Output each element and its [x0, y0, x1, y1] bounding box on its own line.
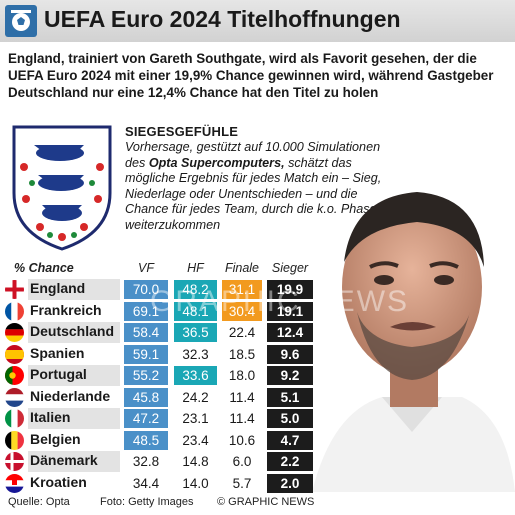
column-header-vf: VF [138, 261, 154, 275]
cell-finale: 6.0 [232, 454, 252, 469]
cell-finale: 5.7 [232, 475, 252, 491]
cell-hf: 36.5 [174, 323, 217, 342]
cell-sieger: 9.2 [267, 366, 313, 385]
country-name: Italien [30, 409, 71, 425]
coach-photo [312, 182, 515, 497]
cell-vf: 55.2 [124, 366, 168, 385]
photo-credit: Foto: Getty Images [100, 496, 194, 508]
cell-sieger: 5.1 [267, 387, 313, 407]
cell-hf: 23.4 [182, 432, 209, 448]
table-row: Niederlande 45.8 24.2 11.4 5.1 [0, 387, 515, 408]
belgium-flag-icon [5, 430, 24, 450]
cell-hf: 14.0 [182, 475, 209, 491]
cell-vf: 58.4 [124, 323, 168, 342]
row-shading [28, 365, 120, 386]
cell-finale: 11.4 [229, 411, 255, 426]
table-row: Kroatien 34.4 14.0 5.7 2.0 [0, 473, 515, 494]
country-name: Dänemark [30, 452, 98, 468]
france-flag-icon [5, 301, 24, 321]
cell-sieger: 9.6 [267, 344, 313, 364]
column-header-hf: HF [187, 261, 204, 275]
cell-sieger: 2.0 [267, 473, 313, 493]
row-header: % Chance [14, 261, 74, 275]
table-row: Dänemark 32.8 14.8 6.0 2.2 [0, 451, 515, 472]
italy-flag-icon [5, 409, 24, 428]
denmark-flag-icon [5, 452, 24, 471]
table-row: Spanien 59.1 32.3 18.5 9.6 [0, 344, 515, 365]
portugal-flag-icon [5, 366, 24, 385]
cell-vf: 70.0 [124, 280, 168, 299]
copyright: © GRAPHIC NEWS [217, 496, 315, 508]
cell-sieger: 19.1 [267, 301, 313, 321]
cell-vf: 59.1 [124, 344, 168, 364]
cell-hf: 33.6 [174, 366, 217, 385]
table-row: Portugal 55.2 33.6 18.0 9.2 [0, 365, 515, 386]
column-header-finale: Finale [224, 261, 260, 275]
cell-finale: 18.5 [228, 346, 256, 362]
table-row: Frankreich 69.1 48.1 30.4 19.1 [0, 301, 515, 322]
country-name: Niederlande [30, 387, 111, 404]
cell-hf: 24.2 [182, 389, 209, 405]
cell-finale: 30.4 [222, 301, 262, 321]
country-name: Deutschland [30, 323, 115, 339]
box-description: Vorhersage, gestützt auf 10.000 Simulati… [125, 140, 382, 232]
three-lions-crest-icon [10, 123, 114, 258]
cell-vf: 48.5 [124, 430, 168, 450]
cell-vf: 69.1 [124, 301, 168, 321]
row-shading [28, 279, 120, 300]
croatia-flag-icon [5, 473, 24, 493]
cell-vf: 45.8 [124, 387, 168, 407]
cell-sieger: 5.0 [267, 409, 313, 428]
cell-finale: 18.0 [228, 368, 256, 383]
cell-finale: 22.4 [228, 325, 256, 340]
cell-sieger: 19.9 [267, 280, 313, 299]
page-title: UEFA Euro 2024 Titelhoffnungen [44, 6, 401, 32]
spain-flag-icon [5, 344, 24, 364]
intro-text: England, trainiert von Gareth Southgate,… [8, 51, 494, 100]
box-title: SIEGESGEFÜHLE [125, 124, 239, 139]
column-header-sieger: Sieger [271, 261, 309, 275]
england-flag-icon [5, 280, 24, 299]
table-row: Italien 47.2 23.1 11.4 5.0 [0, 408, 515, 429]
germany-flag-icon [5, 323, 24, 342]
cell-hf: 32.3 [182, 346, 209, 362]
cell-finale: 31.1 [222, 280, 262, 299]
table-row: Belgien 48.5 23.4 10.6 4.7 [0, 430, 515, 451]
source-credit: Quelle: Opta [8, 496, 70, 508]
table-row: Deutschland 58.4 36.5 22.4 12.4 [0, 322, 515, 343]
cell-hf: 48.1 [174, 301, 217, 321]
country-name: England [30, 280, 86, 296]
cell-sieger: 4.7 [267, 430, 313, 450]
cell-vf: 32.8 [132, 454, 160, 469]
cell-finale: 11.4 [229, 389, 255, 405]
box-description-bold: Opta Supercomputers, [148, 155, 285, 170]
cell-sieger: 2.2 [267, 452, 313, 471]
row-shading [28, 322, 120, 343]
football-icon [5, 5, 37, 37]
cell-sieger: 12.4 [267, 323, 313, 342]
cell-finale: 10.6 [228, 432, 256, 448]
cell-hf: 48.2 [174, 280, 217, 299]
netherlands-flag-icon [5, 387, 24, 407]
country-name: Spanien [30, 344, 85, 361]
cell-hf: 14.8 [182, 454, 209, 469]
header-bar: UEFA Euro 2024 Titelhoffnungen [0, 0, 515, 42]
row-shading [28, 451, 120, 472]
country-name: Portugal [30, 366, 87, 382]
country-name: Kroatien [30, 473, 87, 490]
cell-vf: 34.4 [132, 475, 160, 491]
country-name: Belgien [30, 430, 81, 447]
table-row: England 70.0 48.2 31.1 19.9 [0, 279, 515, 300]
row-shading [28, 408, 120, 429]
country-name: Frankreich [30, 301, 102, 318]
cell-vf: 47.2 [124, 409, 168, 428]
cell-hf: 23.1 [182, 411, 209, 426]
